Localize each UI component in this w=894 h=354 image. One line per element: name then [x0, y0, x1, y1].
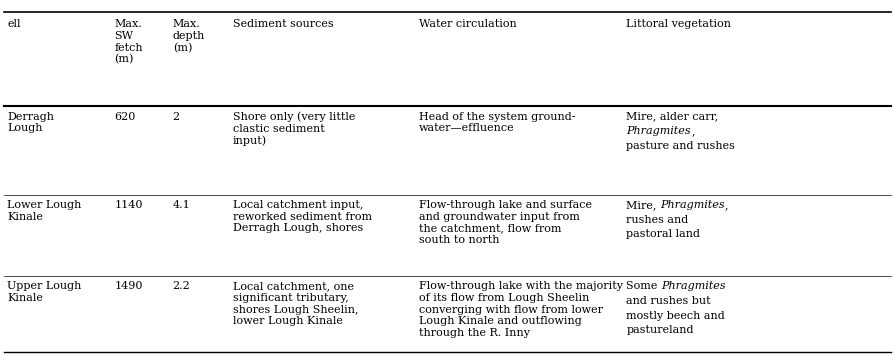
- Text: Shore only (very little
clastic sediment
input): Shore only (very little clastic sediment…: [232, 112, 355, 146]
- Text: Sediment sources: Sediment sources: [232, 19, 333, 29]
- Text: Max.
depth
(m): Max. depth (m): [173, 19, 205, 53]
- Text: Upper Lough
Kinale: Upper Lough Kinale: [7, 281, 81, 303]
- Text: mostly beech and: mostly beech and: [626, 310, 724, 321]
- Text: Mire, alder carr,: Mire, alder carr,: [626, 112, 718, 121]
- Text: 4.1: 4.1: [173, 200, 190, 210]
- Text: Derragh
Lough: Derragh Lough: [7, 112, 55, 133]
- Text: Head of the system ground-
water—effluence: Head of the system ground- water—effluen…: [418, 112, 575, 133]
- Text: Lower Lough
Kinale: Lower Lough Kinale: [7, 200, 81, 222]
- Text: pastureland: pastureland: [626, 325, 693, 335]
- Text: rushes and: rushes and: [626, 215, 688, 224]
- Text: Water circulation: Water circulation: [418, 19, 516, 29]
- Text: 2.2: 2.2: [173, 281, 190, 291]
- Text: ,: ,: [724, 200, 728, 210]
- Text: Phragmites: Phragmites: [661, 281, 725, 291]
- Text: Local catchment input,
reworked sediment from
Derragh Lough, shores: Local catchment input, reworked sediment…: [232, 200, 371, 233]
- Text: 620: 620: [114, 112, 136, 121]
- Text: 2: 2: [173, 112, 180, 121]
- Text: Some: Some: [626, 281, 661, 291]
- Text: ,: ,: [690, 126, 694, 136]
- Text: Mire,: Mire,: [626, 200, 660, 210]
- Text: pastoral land: pastoral land: [626, 229, 700, 239]
- Text: and rushes but: and rushes but: [626, 296, 711, 306]
- Text: Local catchment, one
significant tributary,
shores Lough Sheelin,
lower Lough Ki: Local catchment, one significant tributa…: [232, 281, 358, 326]
- Text: Phragmites: Phragmites: [660, 200, 724, 210]
- Text: ell: ell: [7, 19, 21, 29]
- Text: Phragmites: Phragmites: [626, 126, 690, 136]
- Text: Littoral vegetation: Littoral vegetation: [626, 19, 730, 29]
- Text: Max.
SW
fetch
(m): Max. SW fetch (m): [114, 19, 143, 65]
- Text: 1140: 1140: [114, 200, 143, 210]
- Text: Flow-through lake and surface
and groundwater input from
the catchment, flow fro: Flow-through lake and surface and ground…: [418, 200, 591, 245]
- Text: Flow-through lake with the majority
of its flow from Lough Sheelin
converging wi: Flow-through lake with the majority of i…: [418, 281, 622, 338]
- Text: pasture and rushes: pasture and rushes: [626, 141, 735, 151]
- Text: 1490: 1490: [114, 281, 143, 291]
